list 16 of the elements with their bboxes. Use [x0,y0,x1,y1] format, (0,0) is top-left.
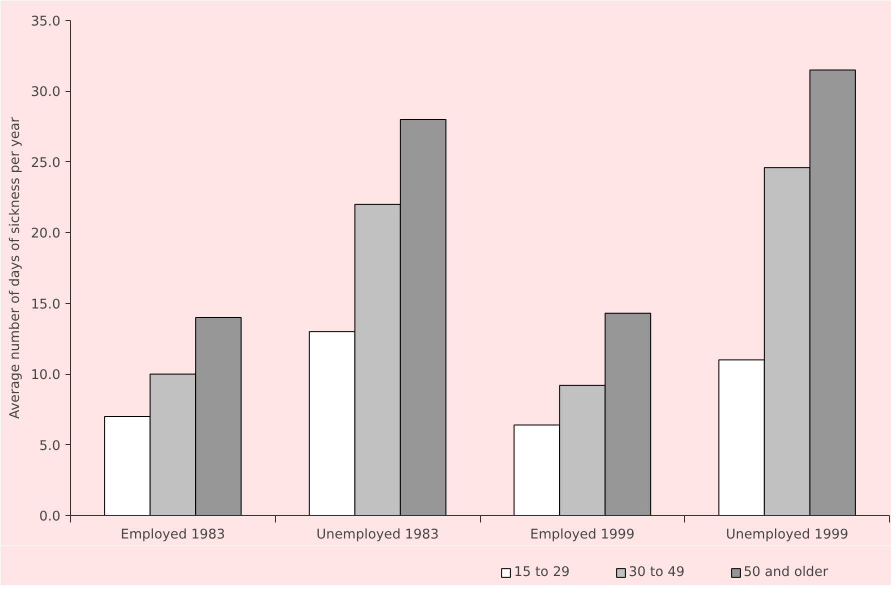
legend-label: 30 to 49 [628,565,685,580]
x-tick-label: Unemployed 1999 [726,528,848,542]
x-tick-label: Employed 1983 [120,528,226,542]
y-tick-label: 5.0 [39,438,61,454]
x-tick-label: Unemployed 1983 [316,528,439,542]
y-axis-title: Average number of days of sickness per year [8,116,23,419]
legend-label: 50 and older [744,565,828,580]
y-tick-label: 20.0 [30,226,61,242]
legend-label: 15 to 29 [514,565,570,580]
y-tick-label: 15.0 [30,297,61,312]
y-tick-label: 0.0 [39,510,61,524]
y-tick-label: 35.0 [30,14,61,30]
y-tick-label: 10.0 [30,368,61,384]
y-tick-label: 30.0 [30,85,61,100]
x-tick-label: Employed 1999 [530,528,635,542]
y-tick-label: 25.0 [30,156,61,171]
